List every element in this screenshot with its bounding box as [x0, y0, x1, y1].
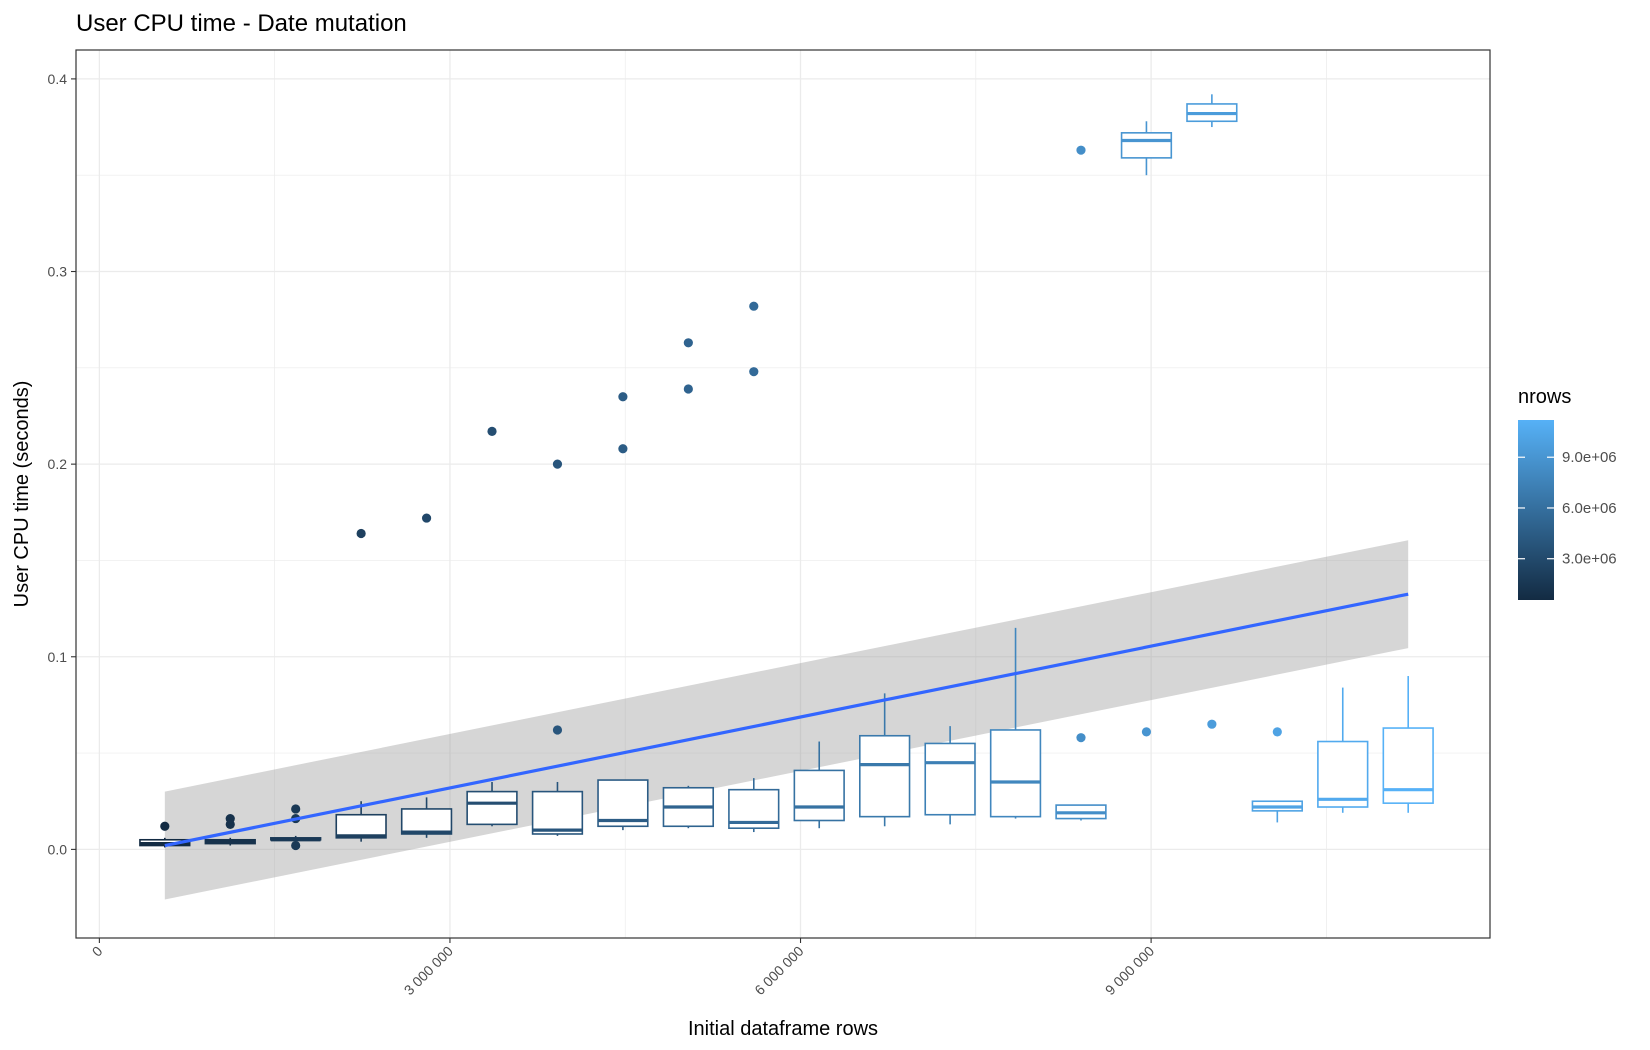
boxplot	[597, 392, 649, 831]
y-axis-title: User CPU time (seconds)	[11, 381, 33, 608]
box	[597, 779, 649, 828]
box	[531, 790, 584, 835]
boxplot	[1382, 676, 1434, 813]
outlier-point	[683, 384, 693, 394]
y-tick-label: 0.0	[48, 841, 68, 857]
outlier-point	[421, 513, 432, 523]
boxplot	[1120, 121, 1173, 737]
outlier-point	[552, 725, 563, 735]
trend-line-group	[164, 592, 1409, 848]
legend-ticks: 3.0e+06 6.0e+06 9.0e+06	[1518, 449, 1617, 568]
boxplot	[1251, 727, 1303, 823]
outlier-point	[618, 444, 628, 454]
box	[1120, 132, 1173, 159]
boxplot	[1186, 94, 1238, 729]
box	[466, 790, 518, 826]
box	[924, 742, 976, 816]
outlier-point	[160, 821, 170, 831]
plot-panel	[75, 49, 1491, 939]
legend-tick-label: 3.0e+06	[1562, 551, 1617, 568]
boxplot	[335, 528, 387, 842]
trend-line	[164, 592, 1409, 848]
box	[400, 808, 453, 835]
outlier-point	[1076, 733, 1086, 743]
outlier-point	[552, 459, 563, 469]
legend-colorbar	[1518, 420, 1554, 600]
box	[1317, 740, 1369, 808]
box	[989, 729, 1042, 818]
boxplot	[662, 338, 715, 829]
y-tick-label: 0.2	[48, 456, 68, 472]
boxplots	[139, 94, 1434, 851]
legend-title: nrows	[1518, 386, 1571, 408]
outlier-point	[749, 367, 759, 377]
outlier-point	[618, 392, 628, 402]
outlier-point	[1272, 727, 1282, 737]
boxplot	[1317, 687, 1369, 813]
outlier-point	[749, 301, 759, 311]
panel-border	[75, 49, 1491, 939]
legend-tick-label: 9.0e+06	[1562, 449, 1617, 466]
outlier-point	[683, 338, 693, 348]
boxplot	[466, 426, 518, 827]
chart-title: User CPU time - Date mutation	[76, 10, 407, 37]
boxplot	[793, 741, 845, 829]
boxplot	[400, 513, 453, 838]
legend-tick-label: 6.0e+06	[1562, 500, 1617, 517]
box	[859, 734, 911, 818]
x-axis-title: Initial dataframe rows	[688, 1018, 878, 1040]
boxplot	[859, 693, 911, 827]
y-tick-label: 0.1	[48, 649, 68, 665]
outlier-point	[356, 528, 366, 539]
boxplot	[924, 726, 976, 825]
outlier-point	[1207, 719, 1217, 729]
boxplot	[531, 459, 584, 836]
outlier-point	[225, 813, 235, 824]
outlier-point	[1141, 727, 1152, 737]
outlier-point	[1076, 145, 1086, 155]
outlier-point	[487, 426, 497, 436]
boxplot	[728, 301, 780, 833]
grid-lines	[76, 50, 1490, 938]
box	[793, 769, 845, 822]
boxplot	[989, 627, 1042, 819]
color-legend: nrows 3.0e+06 6.0e+06 9.0e+06	[1518, 386, 1617, 600]
y-tick-label: 0.3	[48, 264, 68, 280]
box	[335, 813, 387, 839]
outlier-point	[291, 804, 301, 814]
box	[1382, 727, 1434, 804]
boxplot	[1055, 145, 1107, 821]
y-tick-label: 0.4	[48, 71, 68, 87]
outlier-point	[291, 840, 301, 851]
boxplot	[204, 813, 256, 846]
